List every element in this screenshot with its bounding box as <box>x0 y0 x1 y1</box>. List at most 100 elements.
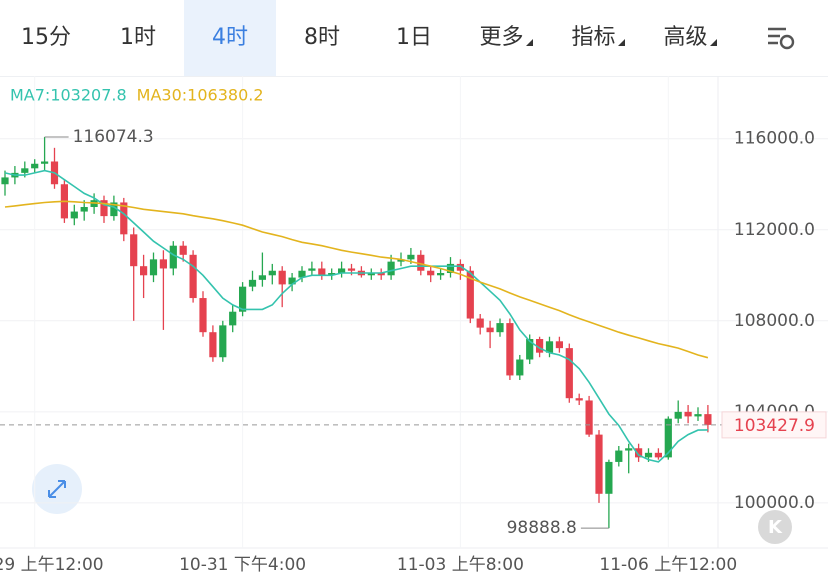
tab[interactable]: 15分 <box>21 25 71 50</box>
candle-body <box>496 323 504 333</box>
x-tick-label: 11-03 上午8:00 <box>397 555 524 575</box>
y-tick-label: 112000.0 <box>734 220 815 240</box>
candle-body <box>644 452 653 458</box>
candle-body <box>526 339 534 360</box>
candle-body <box>674 411 682 419</box>
candle-body <box>149 259 158 276</box>
candle-body <box>704 414 712 425</box>
x-tick-label: 11-06 上午12:00 <box>599 555 737 575</box>
x-tick-label: 10-31 下午4:00 <box>179 555 306 575</box>
candle-body <box>130 234 138 267</box>
candle-body <box>555 341 563 349</box>
candle-body <box>239 286 247 312</box>
candle-body <box>308 268 316 271</box>
candle-body <box>664 418 672 458</box>
dropdown-caret <box>709 39 717 46</box>
candle-body <box>397 259 405 262</box>
dropdown-caret <box>525 39 533 46</box>
tab[interactable]: 高级 <box>644 0 736 76</box>
candle-body <box>258 275 266 280</box>
candle-body <box>219 325 227 358</box>
candle-body <box>31 163 39 169</box>
candle-body <box>625 448 633 451</box>
candle-body <box>585 400 593 435</box>
candle-body <box>575 398 583 401</box>
candle-body <box>446 263 455 274</box>
candle-body <box>536 339 544 353</box>
candle-body <box>595 434 603 494</box>
candle-body <box>427 270 435 276</box>
tab[interactable]: 4时 <box>184 0 276 76</box>
candle-body <box>476 318 484 328</box>
candle-body <box>209 332 217 358</box>
x-tick-label: 10-29 上午12:00 <box>0 555 104 575</box>
candle-body <box>486 327 494 333</box>
candle-body <box>545 341 554 353</box>
candle-body <box>635 448 643 458</box>
legend-entry: MA7:103207.8 <box>10 86 127 105</box>
candle-body <box>605 461 613 494</box>
candle-body <box>120 202 128 235</box>
y-tick-label: 108000.0 <box>734 311 815 331</box>
candle-body <box>466 270 474 319</box>
candle-body <box>199 298 207 333</box>
chart: K 100000.0104000.0108000.0112000.0116000… <box>0 76 828 575</box>
logo-mark: K <box>768 517 783 538</box>
price-label: 103427.9 <box>734 416 815 436</box>
candle-body <box>417 254 425 271</box>
tab[interactable]: 更多 <box>460 0 552 76</box>
candle-body <box>110 202 118 217</box>
candle-body <box>140 266 148 276</box>
tab[interactable]: 8时 <box>304 25 340 50</box>
ma-line <box>4 169 708 463</box>
tab[interactable]: 1时 <box>120 25 156 50</box>
candle-body <box>159 259 167 269</box>
tab[interactable]: 指标 <box>552 0 644 76</box>
dropdown-caret <box>617 39 625 46</box>
candle-body <box>189 254 197 299</box>
candle-body <box>407 254 415 260</box>
candle-body <box>338 268 346 274</box>
candle-body <box>654 452 662 458</box>
candle-body <box>684 411 692 417</box>
candle-body <box>516 359 524 376</box>
candle-body <box>377 273 385 276</box>
y-tick-label: 116000.0 <box>734 129 815 149</box>
candle-body <box>229 311 237 326</box>
candle-body <box>437 273 445 276</box>
ma-line <box>4 200 709 359</box>
candle-body <box>41 161 49 164</box>
settings-icon[interactable] <box>766 23 796 53</box>
expand-icon <box>48 480 66 498</box>
candle-body <box>328 273 336 276</box>
candle-body <box>21 168 29 173</box>
candle-body <box>278 270 286 285</box>
y-tick-label: 100000.0 <box>734 493 815 513</box>
candle-body <box>179 245 187 255</box>
high-label: 116074.3 <box>73 127 154 147</box>
candle-body <box>100 200 108 217</box>
candle-body <box>70 211 78 219</box>
candle-body <box>387 261 395 276</box>
candle-body <box>456 263 464 271</box>
candle-body <box>694 414 702 417</box>
logo <box>758 510 792 544</box>
candle-body <box>248 279 257 287</box>
candle-body <box>169 245 177 269</box>
candle-body <box>565 348 573 399</box>
candle-body <box>1 177 9 185</box>
low-label: 98888.8 <box>507 518 577 538</box>
candle-body <box>288 277 296 285</box>
candle-body <box>367 273 375 276</box>
candle-body <box>347 268 356 271</box>
candle-body <box>615 450 623 462</box>
candle-body <box>318 268 326 276</box>
candle-body <box>298 270 306 278</box>
tab[interactable]: 1日 <box>396 25 432 50</box>
price-box <box>721 411 827 439</box>
candle-body <box>506 323 514 376</box>
tab-bar: 15分 1时 4时 8时 1日 更多 指标 高级 <box>0 0 828 77</box>
legend-entry: MA30:106380.2 <box>137 86 264 105</box>
candle-body <box>268 270 276 276</box>
